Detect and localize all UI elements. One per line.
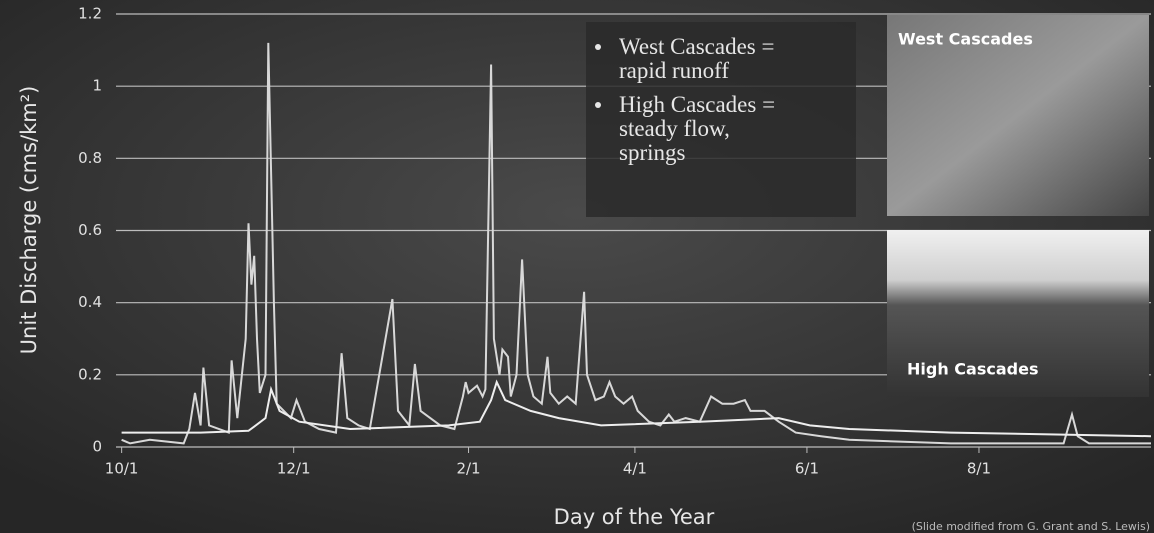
photo: [887, 230, 1149, 397]
annotation-box: [586, 22, 856, 217]
y-axis-label: Unit Discharge (cms/km²): [17, 86, 41, 355]
annotation: West Cascades =: [619, 34, 774, 59]
x-axis-label: Day of the Year: [554, 505, 715, 529]
photo-label: West Cascades: [898, 30, 1033, 49]
photo-label: High Cascades: [907, 360, 1038, 379]
series-line: [121, 379, 1152, 438]
x-tick-label: 8/1: [967, 460, 991, 478]
y-tick-label: 0.4: [78, 293, 102, 311]
x-tick-label: 2/1: [456, 460, 480, 478]
x-tick-label: 12/1: [277, 460, 311, 478]
y-tick-label: 1.2: [78, 5, 102, 23]
annotation: springs: [619, 140, 686, 165]
y-tick-label: 1: [92, 77, 102, 95]
annotation: High Cascades =: [619, 92, 775, 117]
y-tick-label: 0.2: [78, 365, 102, 383]
bullet: [595, 44, 601, 50]
y-tick-label: 0.6: [78, 221, 102, 239]
series-line: [121, 42, 1151, 445]
y-tick-label: 0: [92, 438, 102, 456]
photo: [887, 15, 1149, 216]
bullet: [595, 102, 601, 108]
credit: (Slide modified from G. Grant and S. Lew…: [912, 520, 1150, 533]
x-tick-label: 10/1: [105, 460, 139, 478]
annotation: rapid runoff: [619, 58, 729, 83]
y-tick-label: 0.8: [78, 149, 102, 167]
x-tick-label: 4/1: [623, 460, 647, 478]
annotation: steady flow,: [619, 116, 730, 141]
x-tick-label: 6/1: [795, 460, 819, 478]
